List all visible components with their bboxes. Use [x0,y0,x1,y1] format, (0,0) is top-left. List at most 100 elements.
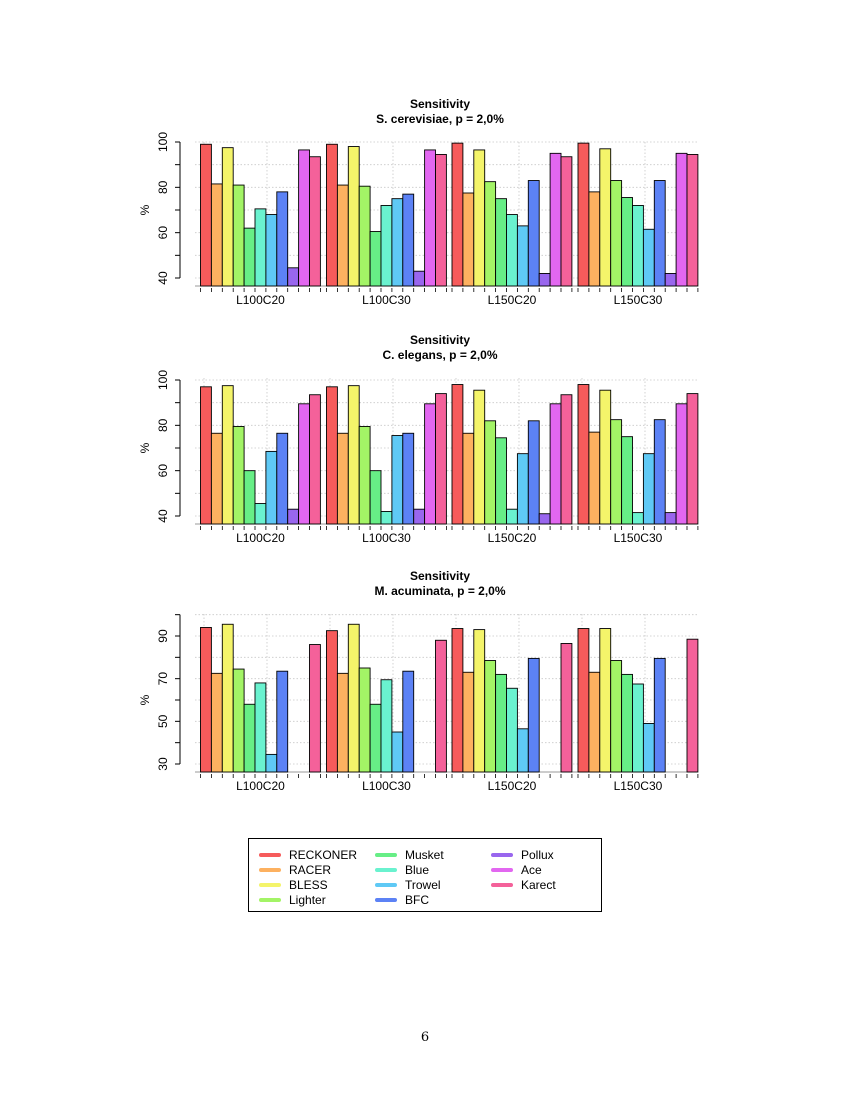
bar-racer [462,432,475,525]
bar-karect [560,156,573,287]
bar-karect [435,154,447,287]
bar-pollux [287,267,300,287]
bar-lighter [358,667,371,773]
bar-bfc [276,670,289,773]
bar-trowel [642,723,655,773]
bar-trowel [516,453,529,525]
bar-bless [599,148,612,287]
y-tick-label: 30 [156,757,170,771]
bar-ace [298,149,310,287]
bar-reckoner [326,386,338,525]
bar-trowel [265,753,278,773]
bar-racer [210,672,223,773]
bar-bfc [527,180,540,287]
bar-karect [309,644,321,773]
bar-lighter [610,419,623,525]
legend-item: Karect [491,877,607,892]
x-category-label: L100C30 [362,293,411,307]
legend-item: RACER [259,862,375,877]
bar-trowel [265,450,278,525]
bar-bless [347,623,360,773]
bar-lighter [358,426,371,525]
bar-bless [347,146,360,287]
y-tick-label: 100 [156,370,170,390]
legend-swatch [491,852,513,857]
legend-swatch [259,882,281,887]
bar-bless [221,147,234,287]
bar-musket [495,437,507,525]
bar-musket [243,227,256,287]
bar-pollux [664,273,677,287]
bar-pollux [538,513,551,525]
legend-item: BFC [375,892,491,907]
bar-racer [210,183,223,287]
legend-label: BLESS [289,877,328,892]
bar-blue [380,679,393,773]
bar-lighter [484,181,497,287]
bar-karect [560,643,573,773]
bar-blue [380,205,393,287]
legend-swatch [491,882,513,887]
bar-reckoner [577,142,590,287]
bar-bfc [653,419,666,525]
chart-subtitle: M. acuminata, p = 2,0% [374,584,505,598]
x-category-label: L100C30 [362,779,411,793]
legend-label: Pollux [521,847,554,862]
bar-blue [254,208,267,287]
bar-lighter [610,660,623,773]
legend-item: RECKONER [259,847,375,862]
legend-swatch [259,852,281,857]
bar-musket [495,673,507,773]
bar-trowel [391,198,404,287]
legend-label: Blue [405,862,430,877]
bar-bless [347,385,360,525]
bar-karect [309,394,321,525]
bar-trowel [265,214,278,287]
page-number: 6 [420,1030,430,1045]
y-tick-label: 90 [156,629,170,643]
legend-item: Trowel [375,877,491,892]
legend-grid: RECKONER Musket Pollux RACER Blue Ace BLESS Tro… [259,847,607,907]
x-category-label: L100C20 [236,531,285,545]
x-category-label: L150C30 [614,293,663,307]
y-tick-label: 60 [156,226,170,240]
legend-item: Pollux [491,847,607,862]
bar-trowel [391,731,404,773]
legend: RECKONER Musket Pollux RACER Blue Ace BLESS Tro… [248,838,602,912]
y-tick-label: 50 [156,714,170,728]
legend-swatch [375,852,397,857]
bar-bless [221,623,234,773]
bar-karect [560,394,573,525]
x-category-label: L100C20 [236,779,285,793]
bar-bless [473,389,486,525]
bar-blue [632,205,644,287]
legend-swatch [259,867,281,872]
bar-karect [435,639,447,773]
bar-lighter [232,184,245,287]
bar-karect [309,156,321,287]
bar-lighter [610,180,623,287]
bar-lighter [484,660,497,773]
bar-reckoner [451,384,464,525]
bar-bfc [527,657,540,773]
bar-musket [495,198,507,287]
y-axis-label: % [138,204,152,215]
bar-karect [686,393,699,525]
bar-racer [336,672,349,773]
bar-racer [462,192,475,287]
chart-title: Sensitivity [410,569,470,583]
bar-racer [210,432,223,525]
bar-blue [632,683,644,773]
bar-karect [435,393,447,525]
legend-label: Musket [405,847,444,862]
bar-bless [599,389,612,525]
bar-bfc [527,420,540,525]
bar-bfc [402,432,415,525]
bar-reckoner [200,386,212,525]
y-tick-label: 70 [156,672,170,686]
bar-reckoner [200,143,212,287]
bar-ace [298,403,310,525]
y-axis-label: % [138,442,152,453]
bar-pollux [664,512,677,525]
